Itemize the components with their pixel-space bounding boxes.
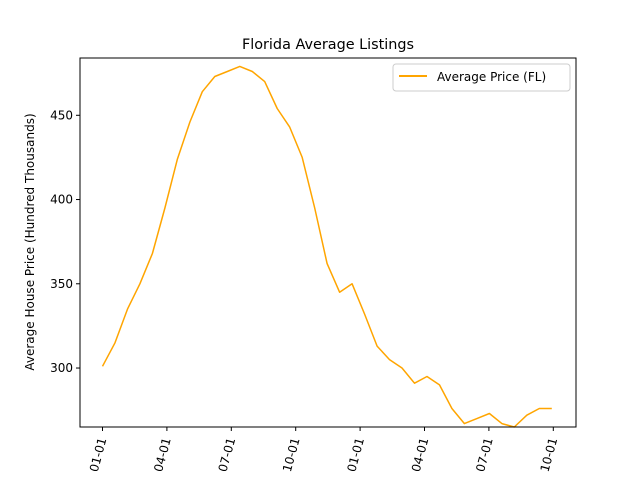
y-tick-label: 350 xyxy=(50,277,73,291)
legend: Average Price (FL) xyxy=(392,63,571,92)
x-tick-label: 07-01 xyxy=(216,436,239,473)
x-tick-label: 01-01 xyxy=(344,436,367,473)
x-tick-label: 10-01 xyxy=(280,436,303,473)
x-axis: 01-01 04-01 07-01 10-01 01-01 04-01 07-01 10-01 xyxy=(87,427,560,473)
y-tick-label: 450 xyxy=(50,108,73,122)
axes-frame xyxy=(79,57,577,428)
y-tick-label: 400 xyxy=(50,193,73,207)
series-line xyxy=(101,65,552,428)
y-axis: 300 350 400 450 xyxy=(50,108,80,375)
x-tick-label: 04-01 xyxy=(409,436,432,473)
x-tick-label: 07-01 xyxy=(473,436,496,473)
legend-label: Average Price (FL) xyxy=(437,70,546,84)
x-tick-label: 04-01 xyxy=(151,436,174,473)
plot-area xyxy=(101,65,552,428)
y-tick-label: 300 xyxy=(50,361,73,375)
chart-title: Florida Average Listings xyxy=(242,37,414,53)
legend-box xyxy=(392,63,571,92)
x-tick-label: 01-01 xyxy=(87,436,110,473)
x-tick-label: 10-01 xyxy=(538,436,561,473)
y-axis-label: Average House Price (Hundred Thousands) xyxy=(23,113,37,370)
